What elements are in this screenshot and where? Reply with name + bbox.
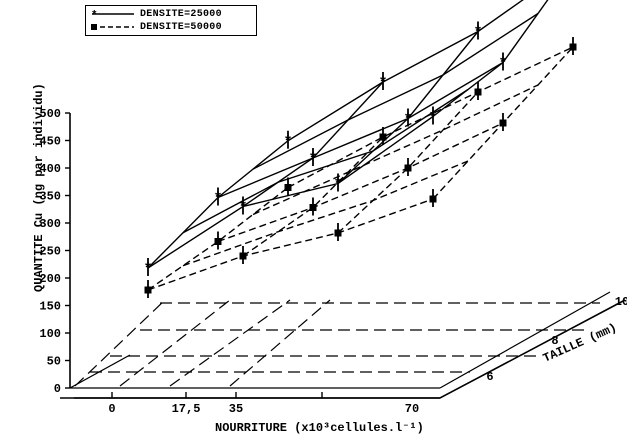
surface-mid-line [182,88,469,234]
data-point-asterisk: * [473,25,482,42]
data-point-asterisk: * [333,177,342,194]
surface-mid-line [252,84,539,216]
legend-dashed-line-square-icon [91,24,134,30]
surface-row-line [147,115,434,269]
x-tick-label: 35 [229,402,243,416]
surface-row-line [287,0,524,142]
data-point-square [144,286,152,294]
surface-densite-25000: ************ [143,0,549,278]
y-tick-label: 300 [39,217,61,231]
y-tick-label: 500 [39,107,61,121]
data-point-square [499,119,507,127]
surface-column-line [147,186,289,291]
x-tick-label: 70 [405,402,419,416]
surface-column-line [242,81,384,208]
data-point-square [284,184,292,191]
data-point-square [214,238,222,245]
data-point-asterisk: * [498,56,507,73]
z-tick-label: 10 [615,295,627,309]
y-tick-label: 0 [54,382,61,396]
y-tick-label: 350 [39,190,61,204]
y-tick-label: 250 [39,245,61,259]
floor-grid-line [229,299,331,387]
legend-solid-line-asterisk-icon: * [91,10,134,19]
data-point-square [379,133,387,141]
floor-grid-line [169,299,291,387]
data-point-asterisk: * [143,261,152,278]
data-point-square [429,195,437,203]
data-point-asterisk: * [213,191,222,208]
data-point-asterisk: * [378,75,387,92]
legend-item-densite-25000: * DENSITE=25000 [90,8,222,20]
data-point-asterisk: * [308,151,317,168]
x-tick-label: 17,5 [172,402,201,416]
legend-item-densite-50000: DENSITE=50000 [90,21,222,33]
floor-grid-line [119,299,231,387]
legend-label-50000: DENSITE=50000 [140,21,222,33]
data-point-square [334,229,342,237]
surface-row-line [147,198,434,291]
svg-text:*: * [91,10,98,19]
floor-grid-line [74,299,166,387]
data-point-square [309,204,317,211]
y-axis-title: QUANTITE Cu (ng par individu) [32,83,46,292]
y-tick-label: 100 [39,327,61,341]
data-point-asterisk: * [428,110,437,127]
y-tick-label: 450 [39,135,61,149]
legend-label-25000: DENSITE=25000 [140,8,222,20]
x-axis-title: NOURRITURE (x10³cellules.l⁻¹) [215,421,424,435]
legend: * DENSITE=25000 DENSITE=50000 [85,5,257,36]
y-tick-label: 200 [39,272,61,286]
data-point-square [239,252,247,260]
surface-mid-line [252,12,539,170]
surface-densite-50000 [144,37,577,298]
y-tick-label: 400 [39,162,61,176]
z-tick-label: 8 [551,334,558,348]
chart-axes: 0 50 100 150 200 250 300 350 400 450 500 0 17,5 35 70 6… [39,107,627,416]
floor-edge [60,299,626,399]
floor-plane [60,291,626,399]
data-point-square [474,88,482,96]
data-point-asterisk: * [283,134,292,151]
surface-row-line [217,122,504,243]
y-tick-label: 50 [47,355,61,369]
data-point-asterisk: * [403,112,412,129]
axis-labels: QUANTITE Cu (ng par individu) NOURRITURE … [32,83,619,435]
y-tick-label: 150 [39,300,61,314]
z-tick-label: 6 [486,370,493,384]
surface-mid-line [182,160,469,267]
surface-row-line [217,61,504,199]
surface-column-line [242,136,384,257]
data-point-square [404,164,412,172]
data-point-asterisk: * [238,200,247,217]
x-tick-label: 0 [108,402,115,416]
data-point-square [569,43,577,51]
